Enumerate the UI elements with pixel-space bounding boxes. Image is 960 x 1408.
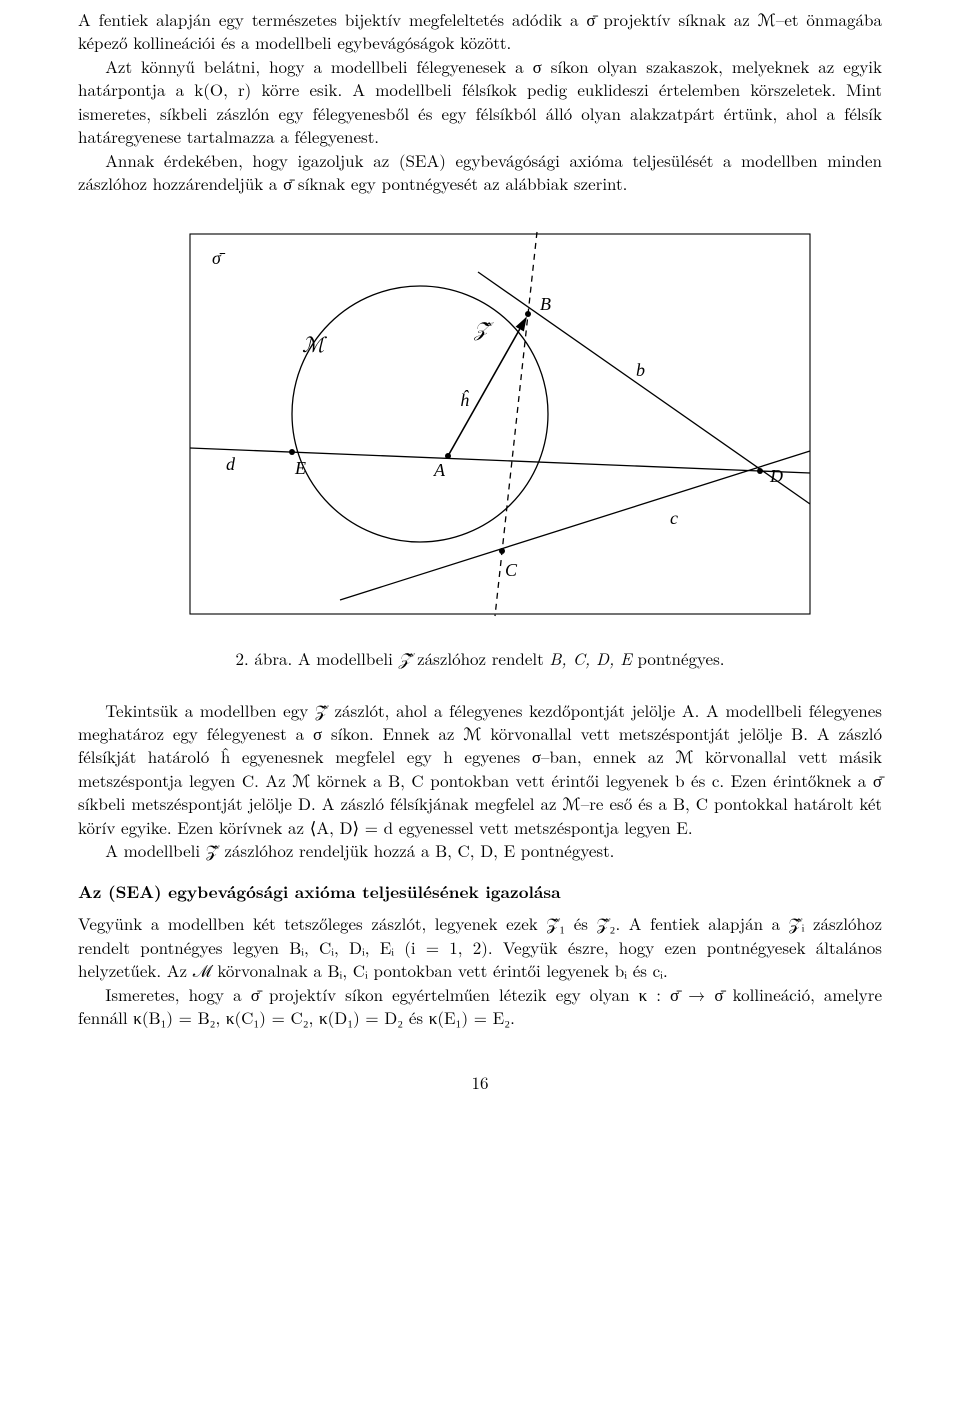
- paragraph-3: Annak érdekében, hogy igazoljuk az (SEA)…: [78, 149, 882, 196]
- page-number: 16: [78, 1071, 882, 1094]
- line-d: [190, 448, 810, 473]
- figure-2: σ̄ ℳ 𝒵̂ ĥ A B C D E b c d: [78, 224, 882, 629]
- point-E: [289, 449, 295, 455]
- point-B: [525, 311, 531, 317]
- label-d-line: d: [226, 454, 236, 474]
- label-C: C: [505, 560, 518, 580]
- figcap-points: B, C, D, E: [549, 646, 631, 670]
- label-B: B: [540, 294, 551, 314]
- figcap-mid: zászlóhoz rendelt: [411, 646, 549, 670]
- point-A: [445, 453, 451, 459]
- figure-2-caption: 2. ábra. A modellbeli 𝒵̂ zászlóhoz rende…: [78, 647, 882, 670]
- paragraph-4: Tekintsük a modellben egy 𝒵̂ zászlót, ah…: [78, 699, 882, 840]
- paragraph-5: A modellbeli 𝒵̂ zászlóhoz rendeljük hozz…: [78, 839, 882, 862]
- circle-M: [292, 286, 548, 542]
- label-E: E: [294, 458, 306, 478]
- line-h-dashed: [495, 232, 537, 616]
- paragraph-7: Ismeretes, hogy a σ̄ projektív síkon egy…: [78, 983, 882, 1030]
- point-C: [499, 548, 505, 554]
- label-Zhat: 𝒵̂: [473, 319, 494, 341]
- label-c: c: [670, 508, 678, 528]
- figcap-Z: 𝒵̂: [398, 646, 411, 670]
- paragraph-2: Azt könnyű belátni, hogy a modellbeli fé…: [78, 55, 882, 149]
- figure-frame: [190, 234, 810, 614]
- figure-2-svg: σ̄ ℳ 𝒵̂ ĥ A B C D E b c d: [130, 224, 830, 624]
- label-M: ℳ: [302, 333, 328, 357]
- paragraph-1: A fentiek alapján egy természetes bijekt…: [78, 8, 882, 55]
- point-D: [757, 468, 763, 474]
- figcap-suffix: pontnégyes.: [632, 646, 725, 670]
- label-hhat: ĥ: [460, 389, 470, 410]
- label-A: A: [433, 460, 446, 480]
- label-D: D: [769, 466, 783, 486]
- figcap-prefix: 2. ábra. A modellbeli: [235, 646, 398, 670]
- section-heading: Az (SEA) egybevágósági axióma teljesülés…: [78, 881, 882, 904]
- label-b: b: [636, 360, 645, 380]
- paragraph-6: Vegyünk a modellben két tetszőleges zász…: [78, 912, 882, 982]
- label-sigma: σ̄: [212, 248, 226, 268]
- line-c: [340, 451, 810, 600]
